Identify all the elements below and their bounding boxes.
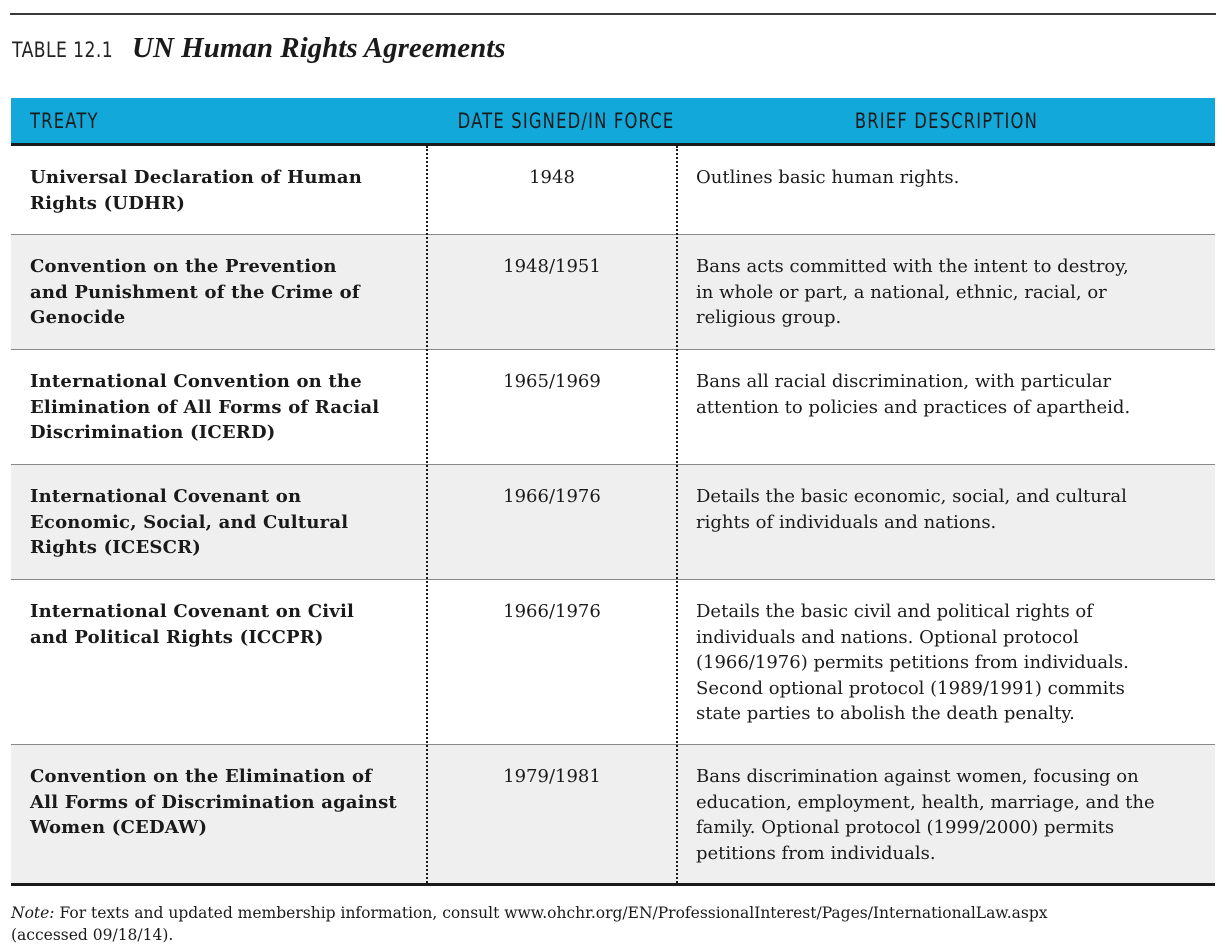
- treaty-cell: International Convention on the Eliminati…: [30, 369, 410, 446]
- treaty-line: Women (CEDAW): [30, 817, 208, 838]
- description-cell: Details the basic economic, social, and …: [696, 484, 1196, 535]
- date-cell: 1966/1976: [503, 601, 601, 622]
- description-line: Details the basic economic, social, and …: [696, 486, 1127, 507]
- table-caption: TABLE 12.1 UN Human Rights Agreements: [12, 32, 506, 72]
- note-label: Note:: [11, 904, 55, 922]
- treaty-cell: International Covenant on Economic, Socia…: [30, 484, 410, 561]
- treaty-line: Economic, Social, and Cultural: [30, 511, 349, 533]
- treaty-line: International Covenant on Civil: [30, 601, 355, 622]
- table-row: International Convention on the Eliminati…: [11, 350, 1215, 465]
- description-line: in whole or part, a national, ethnic, ra…: [696, 281, 1107, 303]
- table-header-row: TREATY DATE SIGNED/IN FORCE BRIEF DESCRI…: [11, 98, 1215, 146]
- description-line: (1966/1976) permits petitions from indiv…: [696, 652, 1129, 673]
- treaty-line: Convention on the Elimination of: [30, 766, 373, 787]
- treaty-cell: Convention on the Prevention and Punishme…: [30, 254, 410, 331]
- table-note: Note: For texts and updated membership i…: [11, 902, 1211, 946]
- description-line: individuals and nations. Optional protoc…: [696, 626, 1079, 648]
- description-line: state parties to abolish the death penal…: [696, 703, 1075, 724]
- treaty-line: International Covenant on: [30, 486, 302, 507]
- description-line: education, employment, health, marriage,…: [696, 791, 1155, 813]
- description-line: attention to policies and practices of a…: [696, 396, 1131, 418]
- date-cell: 1966/1976: [503, 486, 601, 507]
- treaty-line: and Punishment of the Crime of: [30, 281, 360, 303]
- description-cell: Outlines basic human rights.: [696, 165, 1196, 191]
- table-title: UN Human Rights Agreements: [132, 32, 506, 64]
- table-row: International Covenant on Economic, Socia…: [11, 465, 1215, 580]
- table-number: TABLE 12.1: [12, 38, 114, 62]
- date-cell: 1948/1951: [503, 256, 601, 277]
- description-line: rights of individuals and nations.: [696, 511, 997, 533]
- treaty-line: International Convention on the: [30, 371, 362, 392]
- header-treaty: TREATY: [30, 109, 99, 133]
- description-cell: Details the basic civil and political ri…: [696, 599, 1196, 727]
- treaty-line: All Forms of Discrimination against: [30, 791, 397, 813]
- date-cell: 1965/1969: [503, 371, 601, 392]
- treaty-line: Universal Declaration of Human: [30, 167, 363, 188]
- date-cell: 1948: [529, 167, 575, 188]
- description-cell: Bans all racial discrimination, with par…: [696, 369, 1196, 420]
- top-rule: [10, 13, 1216, 15]
- treaty-cell: Convention on the Elimination of All Form…: [30, 764, 410, 841]
- table-body: Universal Declaration of Human Rights (UD…: [11, 146, 1215, 886]
- header-description: BRIEF DESCRIPTION: [854, 109, 1038, 133]
- description-cell: Bans acts committed with the intent to d…: [696, 254, 1196, 331]
- description-line: Bans discrimination against women, focus…: [696, 766, 1139, 787]
- treaty-cell: Universal Declaration of Human Rights (UD…: [30, 165, 410, 216]
- human-rights-table: TREATY DATE SIGNED/IN FORCE BRIEF DESCRI…: [11, 98, 1215, 886]
- date-cell: 1979/1981: [503, 766, 601, 787]
- description-line: Bans all racial discrimination, with par…: [696, 371, 1112, 392]
- description-line: religious group.: [696, 307, 842, 328]
- description-cell: Bans discrimination against women, focus…: [696, 764, 1196, 866]
- treaty-line: Discrimination (ICERD): [30, 422, 276, 443]
- table-row: Convention on the Elimination of All Form…: [11, 745, 1215, 886]
- treaty-line: Convention on the Prevention: [30, 256, 337, 277]
- treaty-line: Elimination of All Forms of Racial: [30, 396, 380, 418]
- table-row: Convention on the Prevention and Punishme…: [11, 235, 1215, 350]
- note-text-cont: (accessed 09/18/14).: [11, 926, 174, 944]
- table-row: Universal Declaration of Human Rights (UD…: [11, 146, 1215, 235]
- note-text: For texts and updated membership informa…: [54, 904, 1048, 922]
- description-line: Second optional protocol (1989/1991) com…: [696, 677, 1125, 699]
- treaty-cell: International Covenant on Civil and Polit…: [30, 599, 410, 650]
- treaty-line: Rights (UDHR): [30, 192, 186, 214]
- treaty-line: Rights (ICESCR): [30, 537, 201, 558]
- header-date: DATE SIGNED/IN FORCE: [457, 109, 675, 133]
- description-line: petitions from individuals.: [696, 842, 936, 864]
- treaty-line: and Political Rights (ICCPR): [30, 626, 324, 648]
- description-line: Outlines basic human rights.: [696, 167, 960, 188]
- table-row: International Covenant on Civil and Polit…: [11, 580, 1215, 745]
- description-line: family. Optional protocol (1999/2000) pe…: [696, 817, 1115, 838]
- description-line: Bans acts committed with the intent to d…: [696, 256, 1129, 277]
- treaty-line: Genocide: [30, 307, 126, 328]
- description-line: Details the basic civil and political ri…: [696, 601, 1093, 622]
